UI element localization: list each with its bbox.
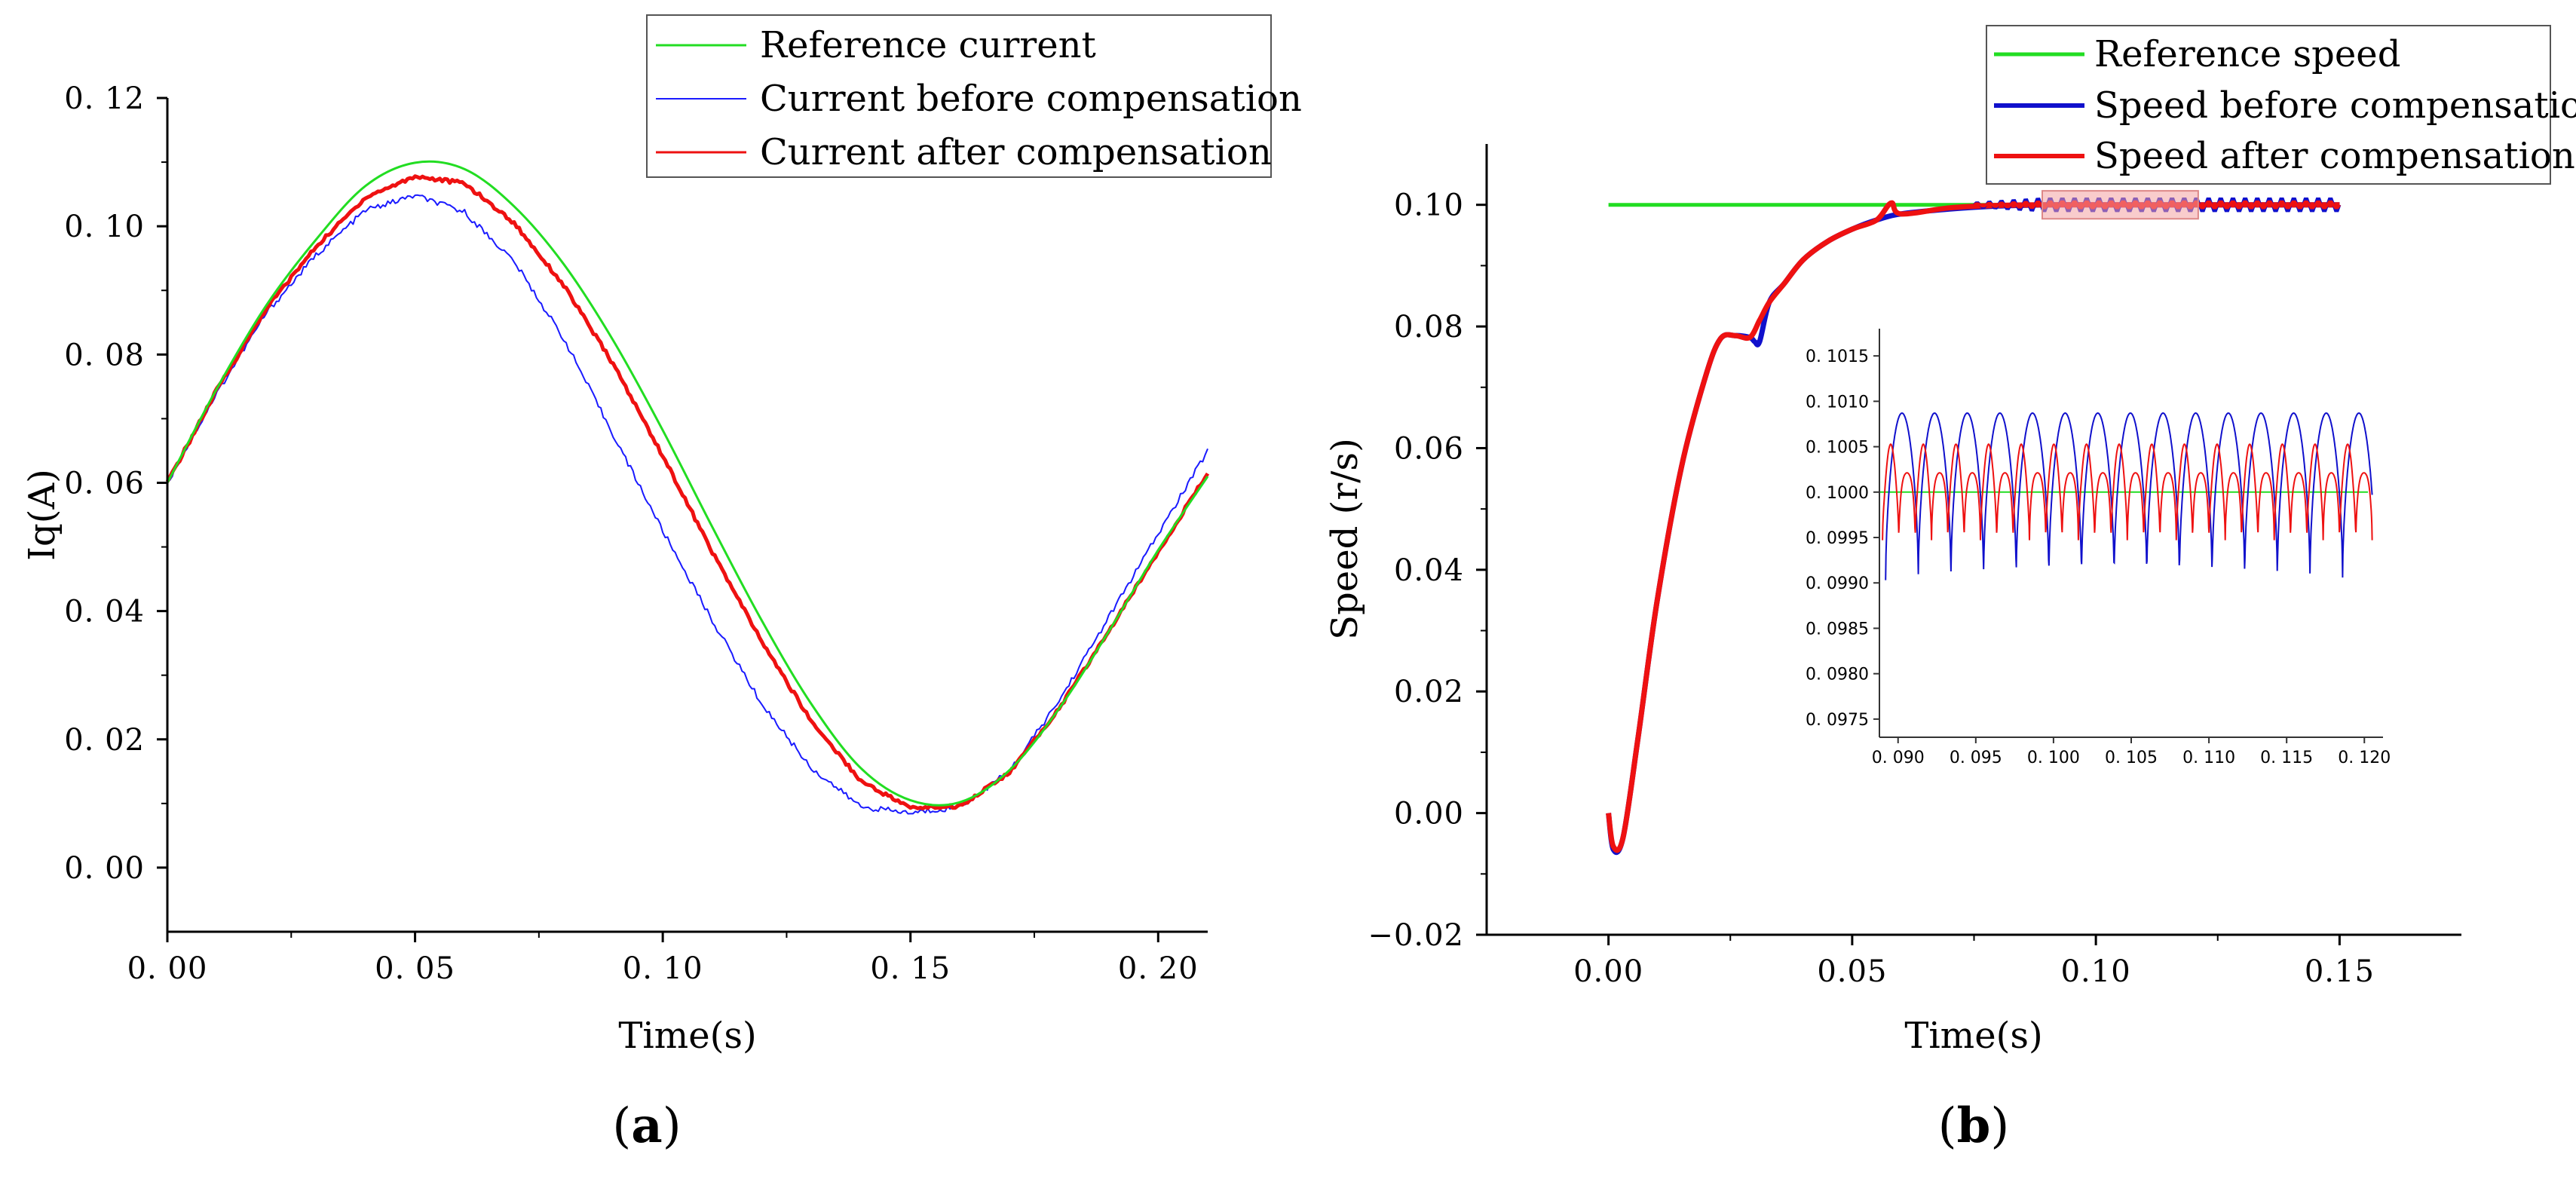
panel-b-y-tick-label: 0.04 <box>1394 553 1464 588</box>
inset-x-tick-label: 0. 115 <box>2260 749 2313 767</box>
inset-x-tick-label: 0. 120 <box>2338 749 2391 767</box>
panel-b-label-open-paren: ( <box>1938 1098 1957 1154</box>
panel-a-x-axis-label: Time(s) <box>618 1015 756 1057</box>
panel-a-legend-box <box>646 14 1272 178</box>
panel-b-y-tick-label: 0.10 <box>1394 188 1464 223</box>
inset-y-tick-label: 0. 1015 <box>1806 348 1869 366</box>
panel-b-x-tick-label: 0.10 <box>2061 954 2131 989</box>
panel-a-y-tick-label: 0. 04 <box>64 595 145 629</box>
panel-b-y-tick-label: 0.06 <box>1394 431 1464 466</box>
legend-label-current-before: Current before compensation <box>760 78 1302 120</box>
panel-a-x-tick-label: 0. 20 <box>1118 951 1199 986</box>
panel-a-label-open-paren: ( <box>612 1098 631 1154</box>
panel-a-y-tick-label: 0. 12 <box>64 81 145 116</box>
inset-series-group <box>1879 412 2373 580</box>
series-current-before-compensation <box>167 194 1208 815</box>
panel-a-x-tick-label: 0. 10 <box>623 951 703 986</box>
panel-a-y-tick-label: 0. 08 <box>64 338 145 372</box>
panel-a-current-chart: 0. 00 0. 05 0. 10 0. 15 0. 20 0. 00 0. 02 0. 04… <box>21 14 1302 1154</box>
inset-y-tick-label: 0. 0985 <box>1806 620 1869 638</box>
inset-background <box>1879 329 2383 737</box>
panel-b-legend: Reference speed Speed before compensatio… <box>1986 25 2576 185</box>
panel-b-label-letter: b <box>1957 1098 1991 1154</box>
series-reference-current <box>166 160 1209 807</box>
panel-b-y-axis-label: Speed (r/s) <box>1324 438 1366 640</box>
series-current-after-compensation <box>165 174 1210 810</box>
inset-y-tick-label: 0. 0980 <box>1806 666 1869 684</box>
inset-x-tick-label: 0. 090 <box>1872 749 1925 767</box>
panel-b-label: (b) <box>1938 1098 2010 1154</box>
legend-label-reference-current: Reference current <box>760 24 1096 66</box>
panel-a-x-tick-label: 0. 15 <box>870 951 951 986</box>
panel-a-y-tick-label: 0. 06 <box>64 466 145 501</box>
panel-b-y-tick-label: 0.00 <box>1394 797 1464 831</box>
panel-b-label-close-paren: ) <box>1990 1098 2009 1154</box>
panel-b-x-axis-label: Time(s) <box>1904 1015 2042 1057</box>
inset-series-speed-after <box>1882 443 2373 541</box>
inset-series-speed-before <box>1885 412 2373 580</box>
legend-label-speed-after: Speed after compensation <box>2094 135 2575 177</box>
panel-b-inset-zoom: 0. 090 0. 095 0. 100 0. 105 0. 110 0. 115 0. 1… <box>1806 329 2391 767</box>
inset-y-tick-label: 0. 1005 <box>1806 439 1869 458</box>
panel-b-ticks: 0.00 0.05 0.10 0.15 −0.02 0.00 0.02 0.04 0.06 0.0… <box>1368 188 2375 989</box>
panel-b-y-tick-label: −0.02 <box>1368 918 1464 953</box>
panel-a-legend: Reference current Current before compens… <box>646 14 1302 178</box>
panel-a-y-tick-label: 0. 10 <box>64 210 145 244</box>
panel-a-series-group <box>165 160 1210 849</box>
panel-a-y-axis-label: Iq(A) <box>21 469 63 561</box>
inset-y-tick-label: 0. 0990 <box>1806 574 1869 593</box>
panel-a-ticks: 0. 00 0. 05 0. 10 0. 15 0. 20 0. 00 0. 02 0. 04… <box>64 81 1199 986</box>
panel-a-label-letter: a <box>631 1098 662 1154</box>
panel-b-speed-chart: 0.00 0.05 0.10 0.15 −0.02 0.00 0.02 0.04 0.06 0.0… <box>1324 25 2576 1154</box>
legend-label-current-after: Current after compensation <box>760 131 1272 173</box>
panel-a-y-tick-label: 0. 02 <box>64 723 145 758</box>
inset-ticks: 0. 090 0. 095 0. 100 0. 105 0. 110 0. 115 0. 1… <box>1806 348 2391 767</box>
panel-b-y-tick-label: 0.02 <box>1394 675 1464 709</box>
panel-b-x-tick-label: 0.15 <box>2305 954 2375 989</box>
inset-y-tick-label: 0. 0975 <box>1806 711 1869 730</box>
inset-x-tick-label: 0. 095 <box>1950 749 2002 767</box>
panel-a-label-close-paren: ) <box>663 1098 682 1154</box>
panel-b-x-tick-label: 0.05 <box>1817 954 1887 989</box>
inset-y-tick-label: 0. 1000 <box>1806 484 1869 503</box>
legend-label-speed-before: Speed before compensation <box>2094 84 2576 127</box>
legend-label-reference-speed: Reference speed <box>2094 33 2400 75</box>
inset-x-tick-label: 0. 110 <box>2182 749 2235 767</box>
panel-a-x-tick-label: 0. 05 <box>375 951 455 986</box>
panel-a-label: (a) <box>612 1098 681 1154</box>
inset-x-tick-label: 0. 100 <box>2027 749 2080 767</box>
panel-a-y-tick-label: 0. 00 <box>64 851 145 886</box>
panel-b-zoom-highlight <box>2042 190 2199 220</box>
panel-b-y-tick-label: 0.08 <box>1394 310 1464 345</box>
panel-a-x-tick-label: 0. 00 <box>127 951 208 986</box>
panel-b-x-tick-label: 0.00 <box>1573 954 1643 989</box>
inset-y-tick-label: 0. 1010 <box>1806 393 1869 412</box>
inset-x-tick-label: 0. 105 <box>2105 749 2158 767</box>
inset-y-tick-label: 0. 0995 <box>1806 529 1869 548</box>
